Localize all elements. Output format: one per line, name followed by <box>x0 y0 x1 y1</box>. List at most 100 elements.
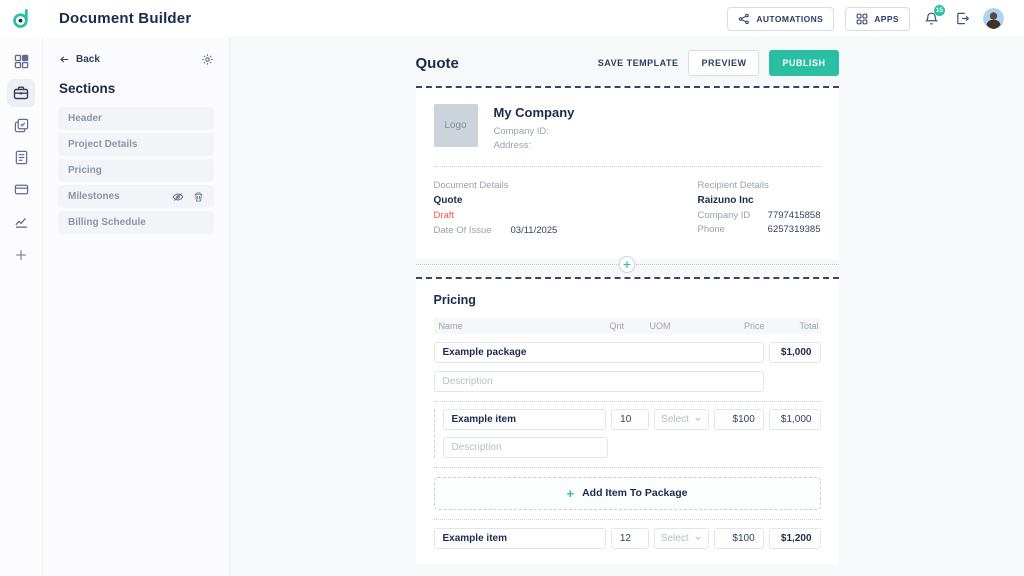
recipient-phone-label: Phone <box>697 223 725 235</box>
add-section-button[interactable] <box>618 255 636 273</box>
delete-section-icon[interactable] <box>193 191 204 203</box>
add-item-to-package-button[interactable]: + Add Item To Package <box>433 476 821 510</box>
chevron-down-icon <box>695 536 701 540</box>
recipient-phone-value: 6257319385 <box>767 223 821 235</box>
rail-add-icon[interactable] <box>7 241 35 269</box>
bell-icon <box>924 12 938 25</box>
back-arrow-icon <box>60 56 69 63</box>
chevron-down-icon <box>695 417 701 421</box>
recipient-name: Raizuno Inc <box>697 194 754 206</box>
item-qnt-input[interactable] <box>610 527 649 549</box>
package-description-row <box>433 370 821 392</box>
sidebar-item-label: Pricing <box>68 165 102 176</box>
uom-selected-value: Select <box>660 532 689 544</box>
date-of-issue-label: Date Of Issue <box>433 224 492 236</box>
item-total: $1,000 <box>768 408 821 430</box>
column-price: Price <box>743 320 765 331</box>
row-divider <box>433 400 821 402</box>
document-details-block: Document Details Quote Draft Date Of Iss… <box>434 180 558 239</box>
column-total: Total <box>799 320 819 331</box>
status-badge: Draft <box>433 209 455 221</box>
rail-briefcase-icon[interactable] <box>7 79 35 107</box>
plus-icon: + <box>566 485 575 501</box>
save-template-button[interactable]: SAVE TEMPLATE <box>597 58 679 68</box>
column-name: Name <box>438 320 463 331</box>
add-item-label: Add Item To Package <box>582 487 688 500</box>
page-title: Quote <box>415 54 459 72</box>
item-description-row <box>442 436 821 458</box>
apps-label: APPS <box>874 13 899 24</box>
package-name-input[interactable] <box>433 341 764 363</box>
sidebar-item-project-details[interactable]: Project Details <box>58 133 214 156</box>
company-id-label: Company ID: <box>493 126 549 137</box>
apps-button[interactable]: APPS <box>845 6 910 31</box>
topbar: Document Builder AUTOMATIONS APPS 15 <box>0 0 1024 37</box>
app-logo[interactable] <box>0 0 43 37</box>
icon-rail <box>0 37 43 576</box>
sidebar-item-label: Header <box>68 113 102 124</box>
item-uom-select[interactable]: Select <box>653 527 709 549</box>
recipient-company-id-value: 7797415858 <box>767 209 821 221</box>
sidebar-item-header[interactable]: Header <box>58 107 214 130</box>
automations-button[interactable]: AUTOMATIONS <box>727 6 835 31</box>
user-avatar[interactable] <box>983 8 1004 29</box>
rail-payments-icon[interactable] <box>7 175 35 203</box>
sidebar-item-label: Milestones <box>68 191 120 202</box>
pricing-table-header: Name Qnt UOM Price Total <box>433 317 821 334</box>
automations-label: AUTOMATIONS <box>756 13 824 24</box>
back-label: Back <box>76 54 100 65</box>
section-divider <box>415 255 839 273</box>
room-exit-button[interactable] <box>952 9 972 29</box>
item-description-input[interactable] <box>442 436 608 458</box>
column-uom: UOM <box>649 320 671 331</box>
item-total: $1,200 <box>768 527 821 549</box>
item-price-input[interactable] <box>713 408 764 430</box>
main-area: Quote SAVE TEMPLATE PREVIEW PUBLISH Logo… <box>230 37 1024 576</box>
plus-icon <box>623 260 631 268</box>
item-name-input[interactable] <box>442 408 607 430</box>
preview-button[interactable]: PREVIEW <box>688 50 760 76</box>
document-header-section: Logo My Company Company ID: Address: Doc… <box>415 86 839 259</box>
package-item-row: Select $1,000 <box>442 408 821 430</box>
sidebar-item-billing-schedule[interactable]: Billing Schedule <box>58 211 214 234</box>
package-total: $1,000 <box>768 341 821 363</box>
item-name-input[interactable] <box>433 527 606 549</box>
item-uom-select[interactable]: Select <box>654 408 709 430</box>
publish-button[interactable]: PUBLISH <box>769 50 839 76</box>
document-details-heading: Document Details <box>433 179 509 191</box>
rail-templates-icon[interactable] <box>7 111 35 139</box>
sidebar-item-milestones[interactable]: Milestones <box>58 185 214 208</box>
recipient-details-heading: Recipient Details <box>697 179 769 191</box>
sections-settings-button[interactable] <box>201 53 214 66</box>
package-row: $1,000 <box>433 341 821 363</box>
recipient-company-id-label: Company ID <box>697 209 751 221</box>
recipient-details-block: Recipient Details Raizuno Inc Company ID… <box>698 180 821 239</box>
row-divider <box>433 466 821 468</box>
hide-section-icon[interactable] <box>172 191 184 203</box>
package-description-input[interactable] <box>433 370 764 392</box>
avatar-image <box>983 8 1004 29</box>
logo-placeholder[interactable]: Logo <box>433 104 478 147</box>
back-button[interactable]: Back <box>59 54 100 65</box>
standalone-item-row: Select $1,200 <box>433 527 821 549</box>
gear-icon <box>202 54 213 65</box>
item-price-input[interactable] <box>713 527 764 549</box>
notifications-bell[interactable]: 15 <box>921 4 945 29</box>
apps-grid-icon <box>856 13 868 24</box>
pricing-heading: Pricing <box>433 292 476 307</box>
row-divider <box>433 518 821 520</box>
sections-sidebar: Back Sections Header Project Details Pri… <box>43 37 230 576</box>
item-qnt-input[interactable] <box>611 408 650 430</box>
divider <box>433 165 821 167</box>
company-name: My Company <box>493 105 575 120</box>
rail-dashboard-icon[interactable] <box>7 47 35 75</box>
sidebar-item-label: Billing Schedule <box>68 217 146 228</box>
door-arrow-icon <box>956 12 969 25</box>
sidebar-item-label: Project Details <box>68 139 138 150</box>
notification-badge: 15 <box>933 4 945 16</box>
sidebar-item-pricing[interactable]: Pricing <box>58 159 214 182</box>
rail-documents-icon[interactable] <box>7 143 35 171</box>
date-of-issue-value: 03/11/2025 <box>510 224 558 236</box>
pricing-section: Pricing Name Qnt UOM Price Total $1,000 <box>415 276 839 565</box>
rail-analytics-icon[interactable] <box>7 207 35 235</box>
